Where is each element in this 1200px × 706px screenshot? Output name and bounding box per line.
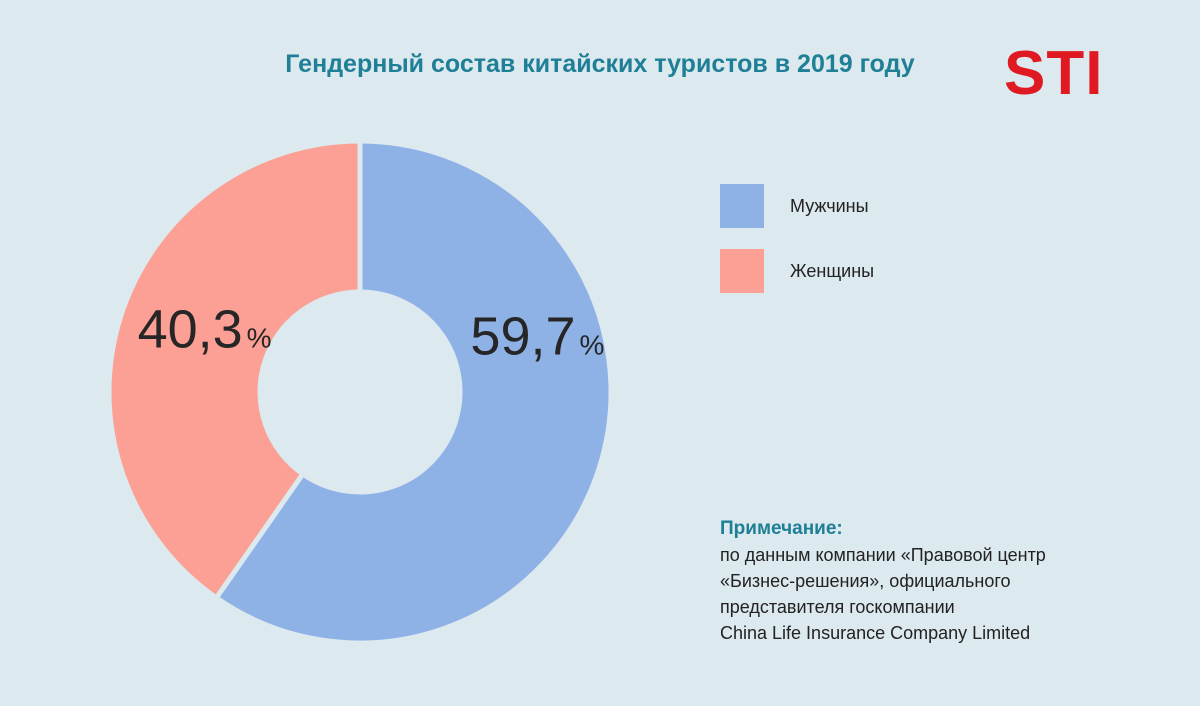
source-note: Примечание: по данным компании «Правовой… — [720, 518, 1180, 646]
note-line: China Life Insurance Company Limited — [720, 623, 1031, 643]
legend-swatch-women — [720, 249, 764, 293]
slice-label-men: 59,7% — [470, 307, 604, 367]
legend-item-women: Женщины — [720, 249, 874, 293]
note-line: «Бизнес-решения», официального — [720, 571, 1011, 591]
legend-swatch-men — [720, 184, 764, 228]
legend-label-women: Женщины — [790, 260, 875, 281]
legend-item-men: Мужчины — [720, 184, 869, 228]
slice-women — [106, 138, 363, 602]
slice-label-women: 40,3% — [138, 299, 272, 359]
note-line: по данным компании «Правовой центр — [720, 545, 1046, 565]
note-line: представителя госкомпании — [720, 597, 955, 617]
chart-title: Гендерный состав китайских туристов в 20… — [285, 50, 915, 78]
slice-men — [212, 138, 614, 646]
legend-label-men: Мужчины — [790, 195, 869, 216]
sti-logo: STI — [1004, 39, 1104, 108]
note-title: Примечание: — [720, 518, 843, 539]
